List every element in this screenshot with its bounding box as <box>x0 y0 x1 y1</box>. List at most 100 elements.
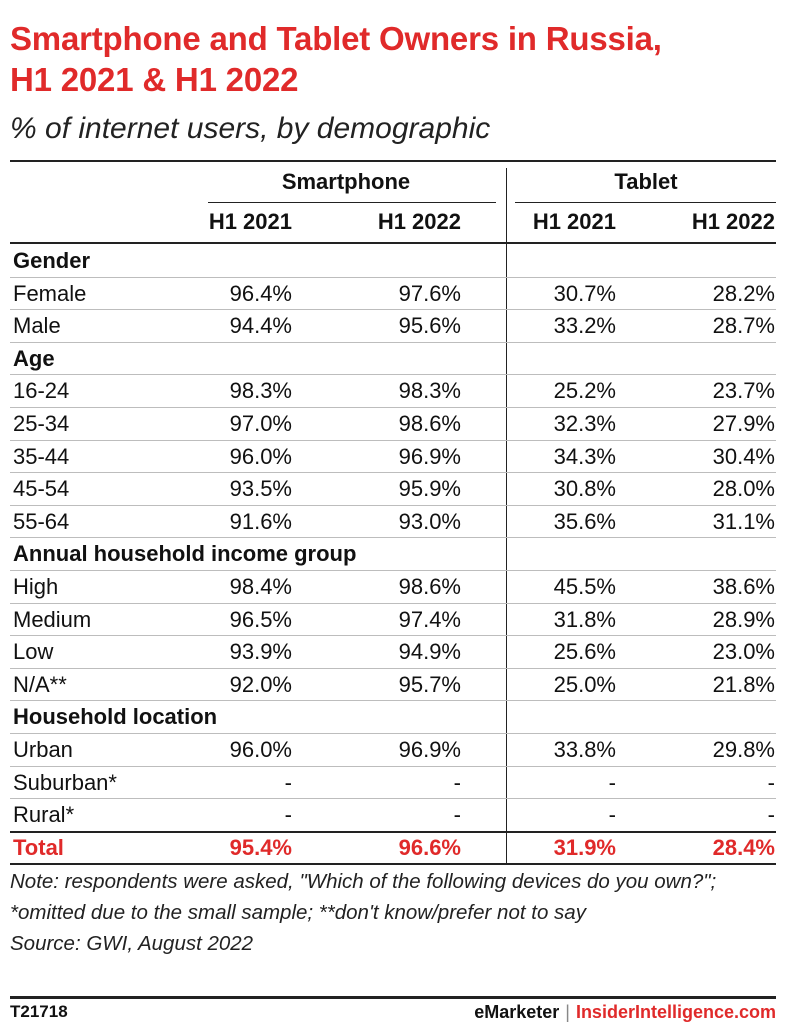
column-header: H1 2021 <box>532 209 616 234</box>
row-divider <box>10 765 776 767</box>
cell-value: - <box>767 802 775 828</box>
row-divider <box>10 472 776 474</box>
cell-value: 98.4% <box>229 574 292 599</box>
cell-value: 23.0% <box>712 639 775 665</box>
row-label: Male <box>13 313 61 339</box>
cell-value: 95.9% <box>398 476 461 502</box>
note-text: Note: respondents were asked, "Which of … <box>10 870 717 924</box>
cell-value: - <box>453 769 461 795</box>
row-label: Suburban* <box>13 769 117 795</box>
column-group-separator <box>506 168 507 864</box>
row-divider <box>10 602 776 604</box>
cell-value: 30.4% <box>712 443 775 469</box>
cell-value: 23.7% <box>712 378 775 404</box>
row-label: 55-64 <box>13 508 70 534</box>
row-label: High <box>13 574 59 599</box>
row-label: 35-44 <box>13 443 70 469</box>
cell-value: 98.6% <box>398 574 461 599</box>
cell-value: 94.4% <box>229 313 292 339</box>
cell-value: 97.0% <box>229 411 292 436</box>
top-rule <box>10 160 776 162</box>
column-header: H1 2021 <box>208 209 292 234</box>
group-header: Smartphone <box>281 169 411 194</box>
cell-value: 29.8% <box>712 737 775 762</box>
total-rule <box>10 830 776 833</box>
footer-rule <box>10 996 776 999</box>
cell-value: 94.9% <box>398 639 461 665</box>
row-divider <box>10 439 776 441</box>
group-label: Age <box>13 345 55 371</box>
brand-credit: eMarketer | InsiderIntelligence.com <box>474 1000 776 1024</box>
group-header: Tablet <box>614 169 678 194</box>
cell-value: 92.0% <box>229 671 292 697</box>
row-divider <box>10 504 776 506</box>
column-header: H1 2022 <box>377 209 461 234</box>
cell-value: 21.8% <box>712 671 775 697</box>
cell-value: - <box>453 802 461 828</box>
row-divider <box>10 341 776 343</box>
row-divider <box>10 276 776 278</box>
group-label: Annual household income group <box>13 541 357 567</box>
source-text: Source: GWI, August 2022 <box>10 932 254 955</box>
cell-value: 25.2% <box>553 378 616 404</box>
group-label: Household location <box>13 704 218 730</box>
row-divider <box>10 635 776 637</box>
group-header-rule <box>208 202 496 203</box>
brand-separator: | <box>565 1002 570 1022</box>
row-divider <box>10 407 776 408</box>
cell-value: 98.3% <box>398 378 461 404</box>
cell-value: 32.3% <box>553 411 616 436</box>
group-header-rule <box>515 202 776 203</box>
row-divider <box>10 667 776 669</box>
cell-value: 93.9% <box>229 639 292 665</box>
total-value: 31.9% <box>553 834 616 860</box>
cell-value: 28.2% <box>712 280 775 306</box>
row-divider <box>10 733 776 734</box>
cell-value: 30.8% <box>553 476 616 502</box>
chart-code: T21718 <box>10 1002 68 1021</box>
cell-value: 97.6% <box>398 280 461 306</box>
chart-title: Smartphone and Tablet Owners in Russia, … <box>10 20 662 98</box>
row-label: Urban <box>13 737 73 762</box>
cell-value: - <box>284 802 292 828</box>
cell-value: 93.0% <box>398 508 461 534</box>
group-label: Gender <box>13 248 91 273</box>
cell-value: 28.0% <box>712 476 775 502</box>
cell-value: 96.4% <box>229 280 292 306</box>
cell-value: 95.6% <box>398 313 461 339</box>
cell-value: 35.6% <box>553 508 616 534</box>
cell-value: 27.9% <box>712 411 775 436</box>
bottom-rule <box>10 863 776 866</box>
brand-emarketer: eMarketer <box>474 1002 560 1022</box>
row-label: Female <box>13 280 87 306</box>
cell-value: 98.3% <box>229 378 292 404</box>
total-value: 96.6% <box>398 834 461 860</box>
cell-value: 98.6% <box>398 411 461 436</box>
row-label: Rural* <box>13 802 75 828</box>
row-label: N/A** <box>13 671 67 697</box>
cell-value: 96.9% <box>398 443 461 469</box>
row-divider <box>10 700 776 702</box>
cell-value: - <box>608 802 616 828</box>
cell-value: 91.6% <box>229 508 292 534</box>
cell-value: 25.0% <box>553 671 616 697</box>
cell-value: 38.6% <box>712 574 775 599</box>
total-value: 95.4% <box>229 834 292 860</box>
cell-value: - <box>284 769 292 795</box>
brand-insider-intelligence: InsiderIntelligence.com <box>575 1002 776 1022</box>
cell-value: 25.6% <box>553 639 616 665</box>
total-label: Total <box>13 834 64 860</box>
cell-value: 31.8% <box>553 606 616 632</box>
chart-notes: Note: respondents were asked, "Which of … <box>10 866 780 959</box>
cell-value: 28.9% <box>712 606 775 632</box>
cell-value: 31.1% <box>712 508 775 534</box>
cell-value: 93.5% <box>229 476 292 502</box>
cell-value: 34.3% <box>553 443 616 469</box>
cell-value: 95.7% <box>398 671 461 697</box>
cell-value: 28.7% <box>712 313 775 339</box>
row-label: Medium <box>13 606 92 632</box>
header-rule <box>10 242 776 244</box>
cell-value: - <box>767 769 775 795</box>
cell-value: - <box>608 769 616 795</box>
row-label: 16-24 <box>13 378 70 404</box>
